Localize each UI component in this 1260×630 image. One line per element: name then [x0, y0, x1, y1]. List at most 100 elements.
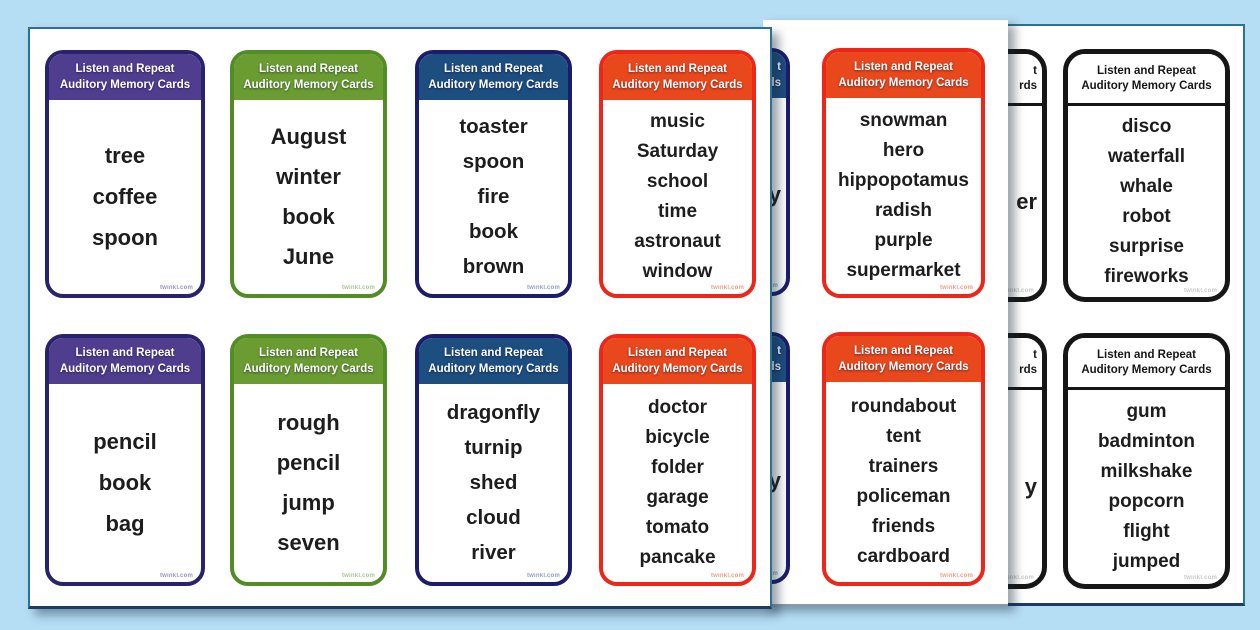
word: supermarket	[846, 260, 961, 281]
memory-card: Listen and Repeat Auditory Memory Cards …	[822, 332, 985, 586]
word: astronaut	[634, 231, 721, 252]
card-header-subtitle: Auditory Memory Cards	[428, 78, 559, 91]
memory-card: Listen and Repeat Auditory Memory Cards …	[1063, 49, 1230, 302]
card-header-title: Listen and Repeat	[75, 63, 175, 76]
word: policeman	[856, 486, 951, 507]
watermark: twinkl.com	[1000, 575, 1034, 581]
word: brown	[462, 255, 525, 278]
card-word-list: disco waterfall whale robot surprise firework…	[1068, 106, 1225, 297]
word: cloud	[466, 506, 521, 529]
card-word-list: toaster spoon fire book brown	[419, 100, 568, 294]
card-header: Listen and Repeat Auditory Memory Cards	[49, 54, 201, 100]
memory-card: Listen and Repeat Auditory Memory Cards …	[415, 50, 572, 298]
word: music	[650, 111, 705, 132]
card-header-title: Listen and Repeat	[443, 347, 544, 360]
watermark: twinkl.com	[159, 285, 193, 291]
word: trainers	[868, 456, 939, 477]
word: window	[642, 261, 713, 282]
card-header-title: Listen and Repeat	[853, 345, 954, 358]
card-header-title: Listen and Repeat	[627, 63, 728, 76]
watermark: twinkl.com	[710, 285, 744, 291]
word: toaster	[459, 115, 528, 138]
word-fragment: er	[1016, 188, 1037, 214]
word: hippopotamus	[838, 170, 969, 191]
word: garage	[646, 487, 709, 508]
word: gum	[1126, 401, 1167, 422]
word: spoon	[92, 225, 158, 250]
memory-card: Listen and Repeat Auditory Memory Cards …	[230, 50, 387, 298]
card-header-subtitle: rds	[1019, 80, 1037, 92]
card-header-subtitle: Auditory Memory Cards	[1081, 80, 1212, 92]
card-header: Listen and Repeat Auditory Memory Cards	[49, 338, 201, 384]
word: pancake	[639, 547, 716, 568]
watermark: twinkl.com	[159, 573, 193, 579]
card-header: Listen and Repeat Auditory Memory Cards	[1068, 54, 1225, 106]
word: flight	[1123, 521, 1170, 542]
word: fireworks	[1104, 265, 1189, 287]
card-word-list: rough pencil jump seven	[234, 384, 383, 582]
card-word-list: y	[1000, 390, 1042, 584]
word: seven	[277, 530, 340, 555]
card-word-list: music Saturday school time astronaut window	[603, 100, 752, 294]
watermark: twinkl.com	[341, 285, 375, 291]
word: hero	[882, 140, 925, 161]
back-right-sheet: t rds er twinkl.com Listen and Repeat Au…	[1000, 24, 1245, 606]
memory-card: Listen and Repeat Auditory Memory Cards …	[822, 48, 985, 298]
card-header-title: t	[1033, 64, 1037, 77]
card-header-title: Listen and Repeat	[443, 63, 544, 76]
card-header-title: t	[777, 345, 781, 358]
word: radish	[874, 200, 933, 221]
watermark: twinkl.com	[526, 573, 560, 579]
watermark: twinkl.com	[939, 573, 973, 579]
card-header-title: Listen and Repeat	[258, 347, 359, 360]
word-fragment: y	[1024, 474, 1037, 499]
memory-card: Listen and Repeat Auditory Memory Cards …	[415, 334, 572, 586]
word: badminton	[1097, 431, 1196, 452]
memory-card: Listen and Repeat Auditory Memory Cards …	[599, 334, 756, 586]
card-header-subtitle: Auditory Memory Cards	[243, 362, 374, 375]
word: whale	[1120, 175, 1173, 197]
card-header: Listen and Repeat Auditory Memory Cards	[419, 338, 568, 384]
word: purple	[874, 230, 933, 251]
card-header: Listen and Repeat Auditory Memory Cards	[234, 338, 383, 384]
card-header-subtitle: Auditory Memory Cards	[243, 78, 374, 91]
word: waterfall	[1107, 145, 1186, 167]
watermark: twinkl.com	[1000, 288, 1034, 294]
word: book	[282, 204, 335, 229]
word: river	[471, 541, 516, 564]
word: friends	[871, 516, 936, 537]
word: jumped	[1112, 551, 1181, 572]
card-word-list: gum badminton milkshake popcorn flight jumped	[1068, 390, 1225, 584]
word: robot	[1122, 205, 1171, 227]
word: folder	[651, 457, 704, 478]
memory-card: Listen and Repeat Auditory Memory Cards …	[45, 50, 205, 298]
card-header-title: t	[1033, 348, 1037, 361]
card-header-title: Listen and Repeat	[1096, 64, 1197, 77]
card-word-list: pencil book bag	[49, 384, 201, 582]
card-header-subtitle: Auditory Memory Cards	[1081, 364, 1212, 376]
card-header-title: Listen and Repeat	[1096, 348, 1197, 361]
memory-card: Listen and Repeat Auditory Memory Cards …	[230, 334, 387, 586]
card-header-subtitle: rds	[1019, 364, 1037, 376]
watermark: twinkl.com	[939, 285, 973, 291]
middle-sheet: t rds y twinkl.com Listen and Repeat Aud…	[763, 20, 1008, 606]
card-header: Listen and Repeat Auditory Memory Cards	[603, 54, 752, 100]
word: book	[469, 220, 518, 243]
word: popcorn	[1108, 491, 1185, 512]
word: bicycle	[645, 427, 710, 448]
card-header: Listen and Repeat Auditory Memory Cards	[1068, 338, 1225, 390]
word: June	[282, 244, 335, 269]
word: bag	[105, 511, 145, 536]
card-word-list: snowman hero hippopotamus radish purple super…	[826, 98, 981, 294]
memory-card: Listen and Repeat Auditory Memory Cards …	[1063, 333, 1230, 589]
word: August	[270, 124, 347, 149]
card-word-list: tree coffee spoon	[49, 100, 201, 294]
card-header-subtitle: Auditory Memory Cards	[838, 360, 969, 373]
word: roundabout	[850, 396, 957, 417]
card-word-list: roundabout tent trainers policeman friends ca…	[826, 382, 981, 582]
word: doctor	[647, 397, 708, 418]
card-word-list: dragonfly turnip shed cloud river	[419, 384, 568, 582]
card-header-title: Listen and Repeat	[258, 63, 359, 76]
watermark: twinkl.com	[710, 573, 744, 579]
word: tree	[104, 143, 146, 168]
